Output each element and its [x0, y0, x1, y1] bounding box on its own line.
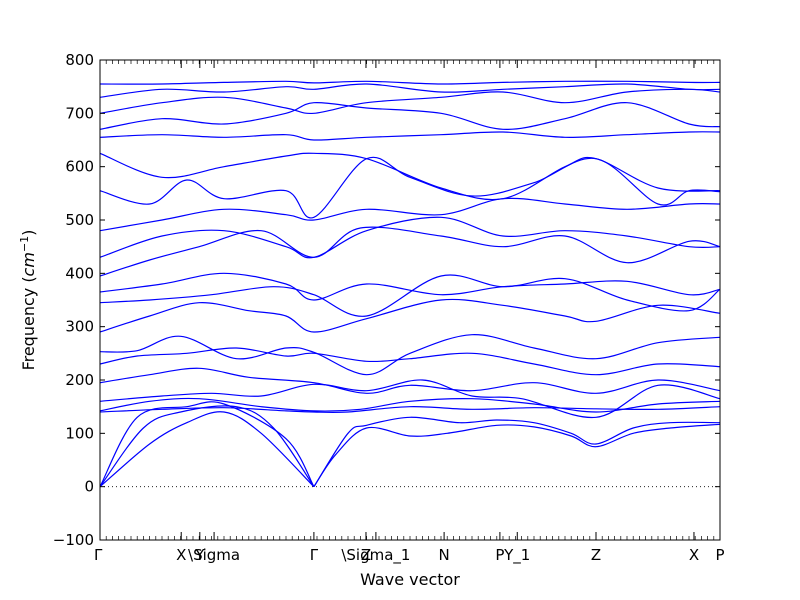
band-line-7	[99, 397, 721, 413]
band-line-21	[99, 101, 721, 130]
y-axis-label: Frequency (cm−1)	[18, 230, 38, 371]
axis-ticks	[99, 59, 721, 541]
x-axis-label: Wave vector	[360, 570, 460, 589]
y-tick-label: 300	[65, 318, 94, 336]
band-line-13	[99, 274, 721, 317]
y-tick-label: −100	[53, 531, 94, 549]
x-tick-label: Y	[194, 546, 205, 564]
band-line-24	[99, 80, 721, 85]
y-tick-label: 100	[65, 424, 94, 442]
x-tick-label: Y_1	[503, 546, 530, 565]
phonon-bands	[99, 80, 721, 488]
band-line-5	[313, 416, 721, 488]
band-line-12	[99, 298, 721, 333]
x-tick-label: P	[495, 546, 504, 564]
x-tick-label: Γ	[94, 546, 103, 564]
band-line-20	[99, 131, 721, 141]
x-tick-label: X	[176, 546, 186, 564]
y-tick-label: 800	[65, 51, 94, 69]
band-line-1	[99, 411, 315, 488]
band-line-15	[99, 226, 721, 277]
y-tick-label: 200	[65, 371, 94, 389]
band-line-18	[99, 156, 721, 219]
x-tick-label: \Sigma	[188, 546, 240, 564]
x-tick-label: P	[715, 546, 724, 564]
x-tick-labels: Γ X Y\Sigma Γ Z\Sigma_1 N P Y_1 Z X P	[94, 546, 725, 565]
plot-area	[99, 80, 721, 488]
band-line-16	[99, 216, 721, 259]
y-tick-label: 600	[65, 158, 94, 176]
y-tick-label: 0	[84, 478, 94, 496]
x-tick-label: X	[689, 546, 699, 564]
band-line-17	[99, 197, 721, 232]
x-tick-label: Γ	[310, 546, 319, 564]
x-tick-label: Z	[361, 546, 371, 564]
x-tick-label: N	[438, 546, 449, 564]
band-line-11	[99, 334, 721, 376]
band-line-14	[99, 272, 721, 301]
band-line-19	[99, 152, 721, 201]
x-tick-label: Z	[591, 546, 601, 564]
band-line-10	[99, 347, 721, 376]
x-tick-label: \Sigma_1	[341, 546, 410, 565]
band-line-23	[99, 83, 721, 98]
band-line-9	[99, 367, 721, 394]
band-line-22	[99, 88, 721, 115]
band-line-6	[99, 406, 721, 414]
band-line-8	[99, 379, 721, 418]
band-line-3	[99, 401, 315, 487]
band-line-4	[313, 423, 721, 488]
y-tick-label: 400	[65, 264, 94, 282]
y-tick-label: 700	[65, 104, 94, 122]
band-line-2	[99, 405, 315, 488]
y-tick-labels: −100 0 100 200 300 400 500 600 700 800	[53, 51, 94, 549]
y-tick-label: 500	[65, 211, 94, 229]
